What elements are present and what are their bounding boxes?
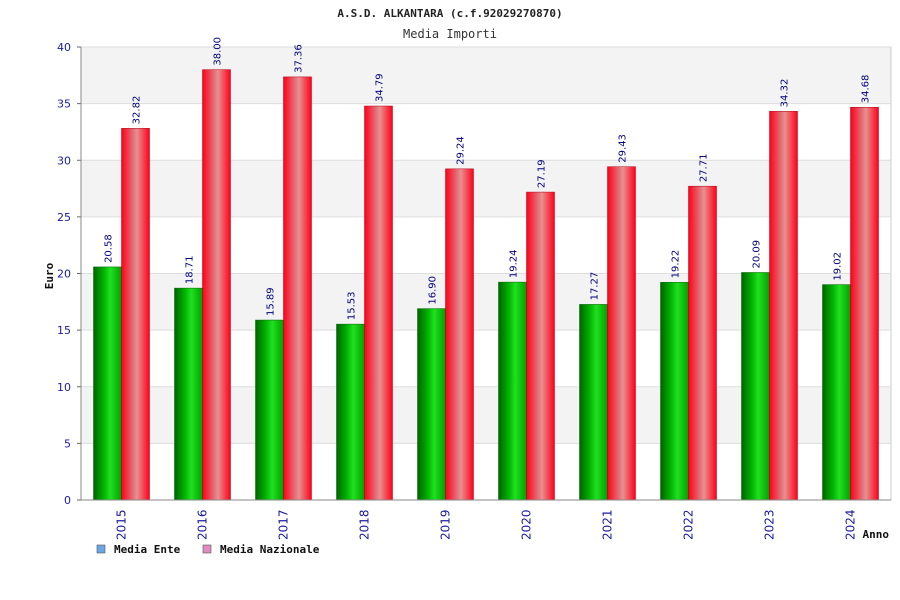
bar-media-nazionale-2024 [850,106,879,501]
data-label: 15.53 [347,291,358,320]
data-label: 38.00 [213,37,224,66]
y-tick-label: 25 [57,211,71,224]
axes [80,47,891,501]
bar-media-nazionale-2018 [364,105,393,501]
bar-media-nazionale-2016 [202,69,231,501]
data-label: 19.22 [671,250,682,279]
x-tick-label: 2021 [601,509,615,540]
data-label: 34.68 [861,75,872,104]
x-tick-label: 2022 [682,509,696,540]
x-axis-label: Anno [863,528,890,541]
data-label: 20.09 [752,240,763,269]
data-label: 15.89 [266,287,277,316]
x-tick-label: 2015 [115,509,129,540]
x-tick-label: 2019 [439,509,453,540]
bar-media-nazionale-2020 [526,191,555,501]
bar-media-ente-2017 [255,319,284,501]
legend-swatch-media-ente [96,544,106,554]
data-label: 27.19 [537,159,548,188]
y-tick-label: 5 [64,437,71,450]
bar-media-nazionale-2015 [121,128,150,501]
x-tick-label: 2018 [358,509,372,540]
bar-media-nazionale-2017 [283,76,312,501]
bar-media-nazionale-2022 [688,185,717,501]
bar-media-ente-2022 [660,282,689,501]
y-tick-label: 20 [57,268,71,281]
data-label: 34.79 [375,73,386,102]
bar-media-nazionale-2019 [445,168,474,501]
bar-media-ente-2016 [174,287,203,501]
data-label: 18.71 [185,255,196,284]
data-label: 32.82 [132,96,143,125]
data-label: 17.27 [590,272,601,301]
chart-subtitle: Media Importi [403,27,497,41]
bar-media-ente-2015 [93,266,122,501]
x-tick-labels: 2015 2016 2017 2018 2019 2020 2021 2022 2023 2024 [115,509,858,540]
y-tick-label: 35 [57,98,71,111]
data-label: 37.36 [294,44,305,73]
y-tick-label: 30 [57,154,71,167]
data-label: 16.90 [428,276,439,305]
bar-media-ente-2020 [498,281,527,501]
data-label: 20.58 [104,234,115,263]
data-label: 29.24 [456,136,467,165]
y-axis-label: Euro [43,262,56,289]
y-tick-labels: 0 5 10 15 20 25 30 35 40 [57,41,71,507]
legend-label-media-nazionale: Media Nazionale [220,543,320,556]
bar-media-ente-2024 [822,284,851,501]
y-tick-label: 10 [57,381,71,394]
data-label: 29.43 [618,134,629,163]
x-tick-label: 2023 [763,509,777,540]
data-label: 34.32 [780,79,791,108]
bar-media-ente-2021 [579,304,608,501]
chart-title: A.S.D. ALKANTARA (c.f.92029270870) [337,7,562,20]
legend: Media Ente Media Nazionale [96,543,320,556]
y-tick-label: 40 [57,41,71,54]
y-tick-label: 15 [57,324,71,337]
x-tick-label: 2017 [277,509,291,540]
data-label: 19.02 [833,252,844,281]
x-tick-label: 2016 [196,509,210,540]
x-tick-label: 2024 [844,509,858,540]
y-tick-label: 0 [64,494,71,507]
bar-media-ente-2023 [741,272,770,501]
bars [93,69,879,501]
bar-media-nazionale-2021 [607,166,636,501]
data-label: 19.24 [509,249,520,278]
bar-media-ente-2019 [417,308,446,501]
legend-swatch-media-nazionale [202,544,212,554]
legend-label-media-ente: Media Ente [114,543,181,556]
data-labels: 20.58 32.82 18.71 38.00 15.89 37.36 15.53 34.79… [104,37,872,320]
bar-media-ente-2018 [336,323,365,501]
bar-media-nazionale-2023 [769,111,798,501]
data-label: 27.71 [699,154,710,183]
x-tick-label: 2020 [520,509,534,540]
